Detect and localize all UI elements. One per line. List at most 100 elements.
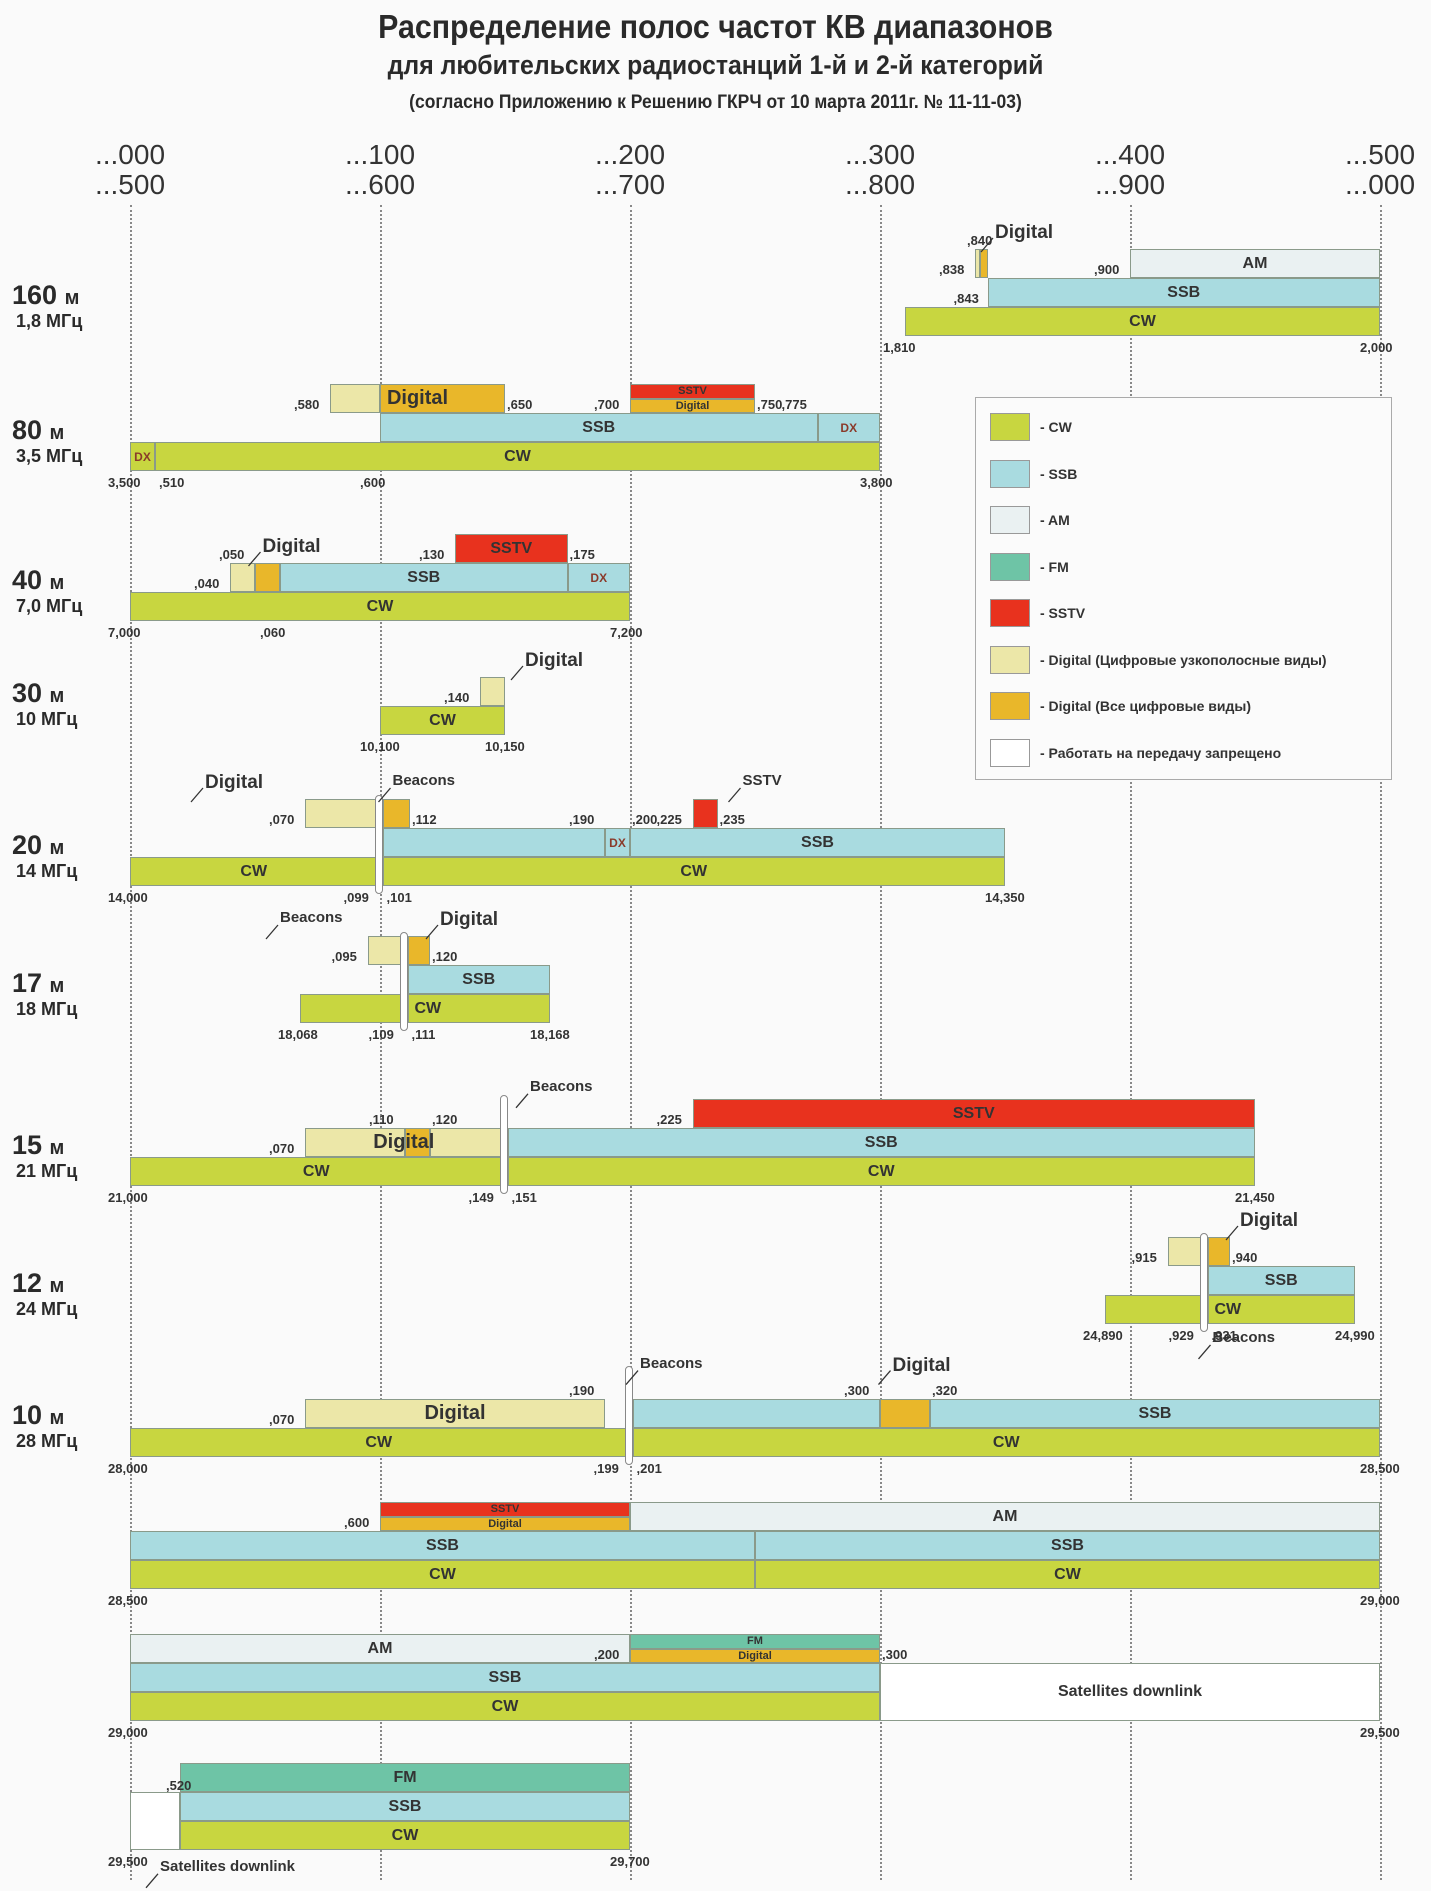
segment-ssb: DX xyxy=(567,563,630,592)
frequency-label: ,600 xyxy=(360,475,386,490)
band-frequency: 21 МГц xyxy=(16,1161,78,1181)
grid-line xyxy=(380,205,382,1880)
segment-digitalall xyxy=(380,384,505,413)
axis-tick-lower: ...700 xyxy=(594,169,666,200)
segment-digitalnarrow xyxy=(330,384,380,413)
callout-beacons: Beacons xyxy=(280,909,343,926)
frequency-label: 18,168 xyxy=(530,1027,570,1042)
frequency-label: ,070 xyxy=(269,1141,295,1156)
frequency-label: ,900 xyxy=(1094,262,1120,277)
segment-ssb: SSB xyxy=(755,1531,1380,1560)
segment-digitalnarrow xyxy=(480,677,505,706)
frequency-label: 28,000 xyxy=(108,1461,148,1476)
chart-title: Распределение полос частот КВ диапазонов xyxy=(378,8,1053,45)
segment-sstv: SSTV xyxy=(455,534,568,563)
frequency-label: 3,500 xyxy=(108,475,141,490)
segment-digitalnarrow xyxy=(430,1128,503,1157)
grid-line xyxy=(880,205,882,1880)
legend-swatch xyxy=(990,692,1030,720)
frequency-label: ,775 xyxy=(781,397,807,412)
grid-line xyxy=(1380,205,1382,1880)
axis-tick-lower: ...500 xyxy=(94,169,166,200)
band-label: 40 м 7,0 МГц xyxy=(12,565,82,617)
axis-tick-lower: ...900 xyxy=(1094,169,1166,200)
legend: - CW - SSB - AM - FM - SSTV - Digital (Цифров… xyxy=(975,397,1392,780)
axis-tick-upper: ...500 xyxy=(1344,139,1416,170)
frequency-label: 10,150 xyxy=(485,739,525,754)
band-label: 30 м 10 МГц xyxy=(12,678,77,730)
axis-tick-lower: ...600 xyxy=(344,169,416,200)
frequency-label: ,600 xyxy=(344,1515,370,1530)
segment-beacon xyxy=(1199,1233,1208,1332)
frequency-label: 29,000 xyxy=(1360,1593,1400,1608)
callout-digital: Digital xyxy=(205,772,264,793)
segment-ssb: SSB xyxy=(280,563,568,592)
axis-tick-label: ...000 ...500 xyxy=(95,140,165,200)
frequency-label: ,099 xyxy=(343,890,369,905)
axis-tick-lower: ...000 xyxy=(1344,169,1416,200)
segment-digitalall: Digital xyxy=(630,398,755,413)
segment-am: AM xyxy=(130,1634,630,1663)
segment-beacon xyxy=(399,932,408,1031)
frequency-label: ,120 xyxy=(432,1112,458,1127)
frequency-label: ,580 xyxy=(294,397,320,412)
frequency-label: ,140 xyxy=(444,690,470,705)
band-wavelength: 10 м xyxy=(12,1400,65,1430)
grid-line xyxy=(130,205,132,1880)
frequency-label: ,750 xyxy=(757,397,783,412)
frequency-label: ,650 xyxy=(507,397,533,412)
segment-beacon xyxy=(624,1366,633,1465)
frequency-label: 29,700 xyxy=(610,1854,650,1869)
leader-line xyxy=(190,787,204,803)
segment-ssb: SSB xyxy=(180,1792,630,1821)
band-wavelength: 15 м xyxy=(12,1130,65,1160)
legend-swatch xyxy=(990,506,1030,534)
frequency-label: ,843 xyxy=(953,291,979,306)
segment-cw: CW xyxy=(130,857,378,886)
frequency-label: ,840 xyxy=(967,233,993,248)
callout-digital: Digital xyxy=(262,536,321,557)
segment-overlay-label: Digital xyxy=(386,387,449,409)
segment-fm: FM xyxy=(180,1763,630,1792)
legend-item-am: - AM xyxy=(990,505,1070,535)
axis-tick-upper: ...200 xyxy=(594,139,666,170)
segment-beacon xyxy=(499,1095,508,1194)
segment-cw: DX xyxy=(130,442,155,471)
frequency-label: ,225 xyxy=(656,812,682,827)
segment-digitalall xyxy=(407,936,430,965)
legend-label: - AM xyxy=(1040,512,1070,528)
frequency-label: ,235 xyxy=(719,812,745,827)
frequency-label: ,225 xyxy=(656,1112,682,1127)
axis-tick-upper: ...400 xyxy=(1094,139,1166,170)
legend-swatch xyxy=(990,738,1030,767)
frequency-label: ,320 xyxy=(932,1383,958,1398)
callout-digital: Digital xyxy=(440,909,499,930)
segment-digitalnarrow xyxy=(1167,1237,1203,1266)
band-wavelength: 160 м xyxy=(12,280,80,310)
segment-ssb: SSB xyxy=(407,965,550,994)
band-label: 12 м 24 МГц xyxy=(12,1268,77,1320)
frequency-label: ,040 xyxy=(194,576,220,591)
callout-digital: Digital xyxy=(525,650,584,671)
segment-cw: CW xyxy=(1207,1295,1355,1324)
segment-digitalall: Digital xyxy=(630,1648,880,1663)
segment-fm: FM xyxy=(630,1634,880,1649)
band-wavelength: 40 м xyxy=(12,565,65,595)
band-wavelength: 80 м xyxy=(12,415,65,445)
frequency-label: ,915 xyxy=(1131,1250,1157,1265)
leader-line xyxy=(728,787,741,803)
band-wavelength: 12 м xyxy=(12,1268,65,1298)
segment-cw: CW xyxy=(407,994,550,1023)
frequency-label: ,050 xyxy=(219,547,245,562)
frequency-label: ,120 xyxy=(432,949,458,964)
leader-line xyxy=(145,1873,159,1889)
segment-cw: CW xyxy=(130,1560,755,1589)
legend-label: - FM xyxy=(1040,558,1069,575)
frequency-label: ,112 xyxy=(412,812,437,827)
legend-item-ssb: - SSB xyxy=(990,459,1077,489)
band-frequency: 14 МГц xyxy=(16,861,78,881)
axis-tick-label: ...400 ...900 xyxy=(1095,140,1165,200)
frequency-label: ,101 xyxy=(386,890,412,905)
grid-line xyxy=(1130,205,1132,1880)
band-frequency: 7,0 МГц xyxy=(16,596,83,616)
